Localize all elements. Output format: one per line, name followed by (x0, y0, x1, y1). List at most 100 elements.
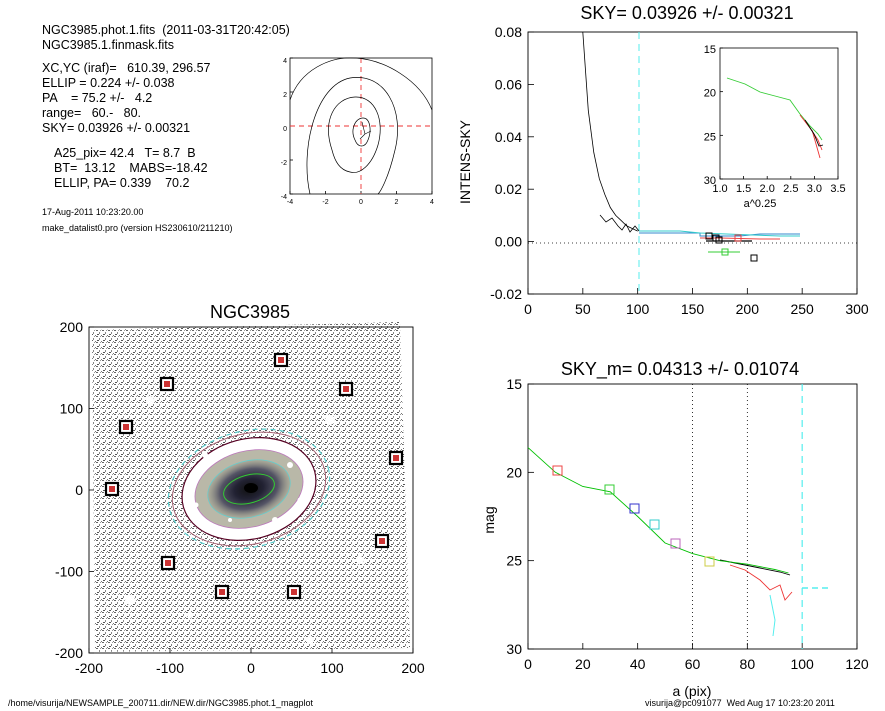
x-tick-label: -100 (156, 660, 184, 676)
x-tick-label: 0 (524, 656, 532, 672)
x-tick-label: 0 (524, 301, 532, 317)
contour-line-3 (328, 96, 381, 173)
mag-red-line (729, 564, 793, 601)
x-tick-label: 60 (685, 656, 701, 672)
y-tick-label: 2 (283, 92, 287, 99)
y-tick-label: -4 (281, 194, 287, 201)
galaxy-nucleus (244, 483, 258, 493)
sky-blue-step (639, 232, 800, 237)
y-tick-label: 0.04 (495, 129, 522, 145)
y-tick-label: 0.00 (495, 234, 522, 250)
x-tick-label: 200 (401, 660, 425, 676)
program-version: make_datalist0.pro (version HS230610/211… (42, 223, 233, 233)
footer-user: visurija@pc091077 Wed Aug 17 10:23:20 20… (645, 698, 835, 708)
x-tick-label: 0 (247, 660, 255, 676)
footer-path: /home/visurija/NEWSAMPLE_200711.dir/NEW.… (8, 698, 313, 708)
contour-panel: -4 -2 0 2 4 -4 -2 0 2 4 (281, 57, 434, 206)
sky-value: SKY= 0.03926 +/- 0.00321 (42, 121, 191, 135)
mag-ylabel: mag (481, 506, 497, 533)
masked-star-core (343, 386, 349, 392)
x-tick-label: 100 (790, 656, 814, 672)
x-tick-label: 3.5 (830, 183, 845, 195)
y-tick-label: 4 (283, 58, 287, 65)
file-name: NGC3985.phot.1.fits (2011-03-31T20:42:05… (42, 23, 290, 37)
x-tick-label: 1.5 (736, 183, 751, 195)
ellipticity: ELLIP = 0.224 +/- 0.038 (42, 76, 175, 90)
position-angle: PA = 75.2 +/- 4.2 (42, 91, 153, 105)
x-tick-label: 1.0 (712, 183, 727, 195)
inset-green-line (726, 77, 823, 141)
x-tick-label: 4 (430, 199, 434, 206)
y-tick-label: -100 (55, 564, 83, 580)
a25-type: A25_pix= 42.4 T= 8.7 B (54, 146, 196, 160)
mag-green-line (527, 447, 789, 574)
mag-title: SKY_m= 0.04313 +/- 0.01074 (561, 359, 799, 380)
mag-black-line (719, 559, 791, 576)
masked-star-core (291, 589, 297, 595)
inset-xlabel: a^0.25 (744, 198, 777, 210)
image-panel: NGC3985 -200 -100 0 100 200 -200 -100 0 100 200 (55, 302, 425, 676)
masked-star-core (164, 381, 170, 387)
x-tick-label: 150 (681, 301, 705, 317)
y-tick-label: -200 (55, 645, 83, 661)
y-tick-label: 200 (60, 319, 84, 335)
y-tick-label: 0 (75, 482, 83, 498)
masked-star-core (278, 357, 284, 363)
image-mask-holes (125, 396, 364, 644)
sky-profile-noise (599, 214, 640, 233)
x-tick-label: -4 (287, 199, 293, 206)
mask-name: NGC3985.1.finmask.fits (42, 38, 174, 52)
sky-profile-line (582, 31, 638, 232)
fit-range: range= 60.- 80. (42, 106, 142, 120)
mag-markers (552, 465, 715, 567)
sky-panel: SKY= 0.03926 +/- 0.00321 -0.02 0.00 0.02 0.… (457, 3, 869, 317)
x-tick-label: 40 (630, 656, 646, 672)
x-tick-label: -200 (75, 660, 103, 676)
sky-cyan-step (639, 230, 800, 237)
masked-star-core (109, 486, 115, 492)
isophote-green (223, 473, 275, 505)
ellip-pa: ELLIP, PA= 0.339 70.2 (54, 176, 190, 190)
x-tick-label: 2.0 (760, 183, 775, 195)
x-tick-label: 3.0 (807, 183, 822, 195)
sky-red-step (700, 237, 780, 240)
masked-star-core (123, 424, 129, 430)
y-tick-label: 25 (506, 553, 522, 569)
x-tick-label: 80 (740, 656, 756, 672)
mag-panel: SKY_m= 0.04313 +/- 0.01074 15 20 25 30 0 20 4… (481, 359, 869, 699)
sky-title: SKY= 0.03926 +/- 0.00321 (580, 3, 793, 23)
mag-xlabel: a (pix) (673, 683, 712, 699)
x-tick-label: 120 (845, 656, 869, 672)
y-tick-label: 0.02 (495, 181, 522, 197)
masked-star-core (393, 455, 399, 461)
y-tick-label: 0 (283, 126, 287, 133)
x-tick-label: -2 (322, 199, 328, 206)
x-tick-label: 50 (575, 301, 591, 317)
contour-core (359, 121, 372, 140)
contour-line-1 (289, 57, 433, 111)
sky-square-markers (705, 232, 758, 262)
y-tick-label: 0.06 (495, 76, 522, 92)
x-tick-label: 250 (790, 301, 814, 317)
x-tick-label: 2.5 (783, 183, 798, 195)
masked-star-core (379, 538, 385, 544)
inset-black-line (804, 119, 824, 147)
x-tick-label: 300 (845, 301, 869, 317)
isophote-cyan (167, 428, 331, 550)
masked-star-core (219, 589, 225, 595)
y-tick-label: 15 (506, 376, 522, 392)
y-tick-label: 100 (60, 401, 84, 417)
x-tick-label: 2 (395, 199, 399, 206)
masked-star-core (165, 560, 171, 566)
y-tick-label: 0.08 (495, 24, 522, 40)
contour-line-4 (352, 117, 371, 147)
x-tick-label: 0 (359, 199, 363, 206)
y-tick-label: -2 (281, 160, 287, 167)
isophote-pink (171, 431, 327, 547)
mag-cyan-tail (769, 594, 776, 637)
y-tick-label: 30 (506, 641, 522, 657)
image-title: NGC3985 (210, 302, 290, 322)
run-date: 17-Aug-2011 10:23:20.00 (42, 207, 144, 217)
sky-ylabel: INTENS-SKY (457, 119, 473, 204)
